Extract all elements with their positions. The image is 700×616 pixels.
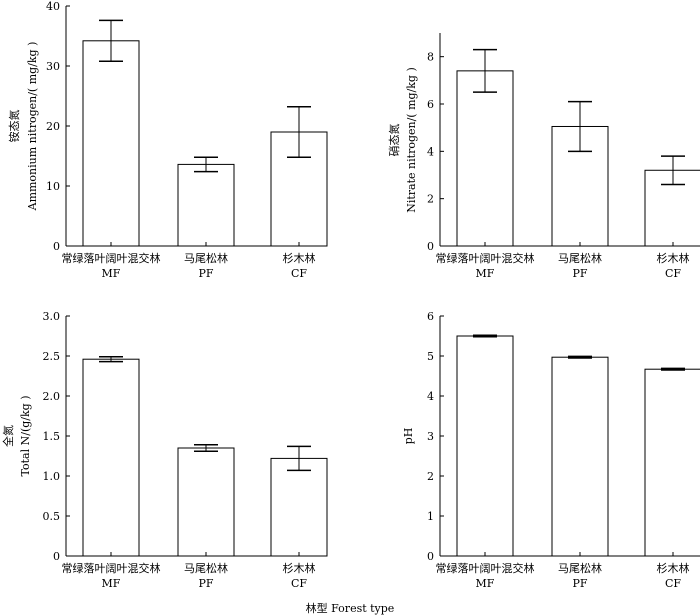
- y-tick-label: 8: [427, 51, 434, 64]
- y-tick-label: 0.5: [43, 510, 61, 523]
- category-label-zh: 杉木林: [657, 251, 690, 265]
- category-label-en: MF: [476, 577, 495, 590]
- category-label-en: CF: [291, 267, 307, 280]
- y-tick-label: 0: [427, 550, 434, 563]
- bar-cf: [270, 457, 328, 557]
- y-tick-label: 1: [427, 510, 434, 523]
- chart-panel-2: 0 2 4 6 8 常绿落叶阔叶混交林 MF 马尾松林 PF 杉木林 CF 硝态氮 Nitrate ni…: [387, 33, 700, 280]
- bar-pf: [177, 447, 235, 557]
- y-tick-label: 3.0: [43, 310, 61, 323]
- category-label-zh: 杉木林: [657, 561, 690, 575]
- category-label-en: PF: [198, 577, 213, 590]
- y-tick-label: 5: [427, 350, 434, 363]
- chart-panel-1: 0 10 20 30 40 常绿落叶阔叶混交林 MF 马尾松林 PF 杉木林 CF 铵态氮 Ammoni…: [7, 0, 328, 280]
- category-label-zh: 常绿落叶阔叶混交林: [62, 251, 161, 265]
- y-axis-label-en: Ammonium nitrogen/( mg/kg ): [26, 42, 39, 212]
- bar-mf: [456, 335, 514, 557]
- y-axis-label-zh: 全氮: [1, 425, 15, 447]
- y-tick-label: 2: [427, 193, 434, 206]
- bar-mf: [82, 40, 140, 247]
- category-label-zh: 常绿落叶阔叶混交林: [436, 251, 535, 265]
- chart-panel-3: 0 0.5 1.0 1.5 2.0 2.5 3.0 常绿落叶阔叶混交林 MF 马尾松林 PF 杉木林 C…: [1, 310, 328, 590]
- category-label-en: CF: [291, 577, 307, 590]
- y-axis-label-en: pH: [402, 428, 415, 445]
- category-label-en: CF: [665, 577, 681, 590]
- bar-mf: [456, 70, 514, 247]
- y-tick-label: 1.5: [43, 430, 61, 443]
- category-label-en: PF: [198, 267, 213, 280]
- bar-pf: [551, 356, 609, 557]
- y-tick-label: 20: [46, 120, 60, 133]
- y-tick-label: 2.5: [43, 350, 61, 363]
- y-tick-label: 6: [427, 310, 434, 323]
- y-tick-label: 4: [427, 145, 434, 158]
- bar-pf: [177, 163, 235, 247]
- y-tick-label: 0: [427, 240, 434, 253]
- x-axis-title: 林型 Forest type: [306, 601, 395, 615]
- y-tick-label: 40: [46, 0, 60, 13]
- category-label-zh: 马尾松林: [184, 561, 228, 575]
- category-label-zh: 马尾松林: [558, 561, 602, 575]
- y-tick-label: 3: [427, 430, 434, 443]
- y-axis-label-zh: 硝态氮: [387, 124, 401, 157]
- chart-panel-4: 0 1 2 3 4 5 6 常绿落叶阔叶混交林 MF 马尾松林 PF 杉木林 CF pH: [402, 310, 700, 590]
- y-tick-label: 30: [46, 60, 60, 73]
- category-label-zh: 马尾松林: [184, 251, 228, 265]
- category-label-en: PF: [572, 267, 587, 280]
- category-label-en: CF: [665, 267, 681, 280]
- category-label-en: MF: [476, 267, 495, 280]
- category-label-en: MF: [102, 577, 121, 590]
- category-label-en: MF: [102, 267, 121, 280]
- y-tick-label: 4: [427, 390, 434, 403]
- y-tick-label: 0: [53, 240, 60, 253]
- category-label-zh: 杉木林: [283, 251, 316, 265]
- category-label-zh: 杉木林: [283, 561, 316, 575]
- y-tick-label: 2.0: [43, 390, 61, 403]
- y-axis-label-en: Nitrate nitrogen/( mg/kg ): [405, 67, 418, 213]
- category-label-zh: 马尾松林: [558, 251, 602, 265]
- category-label-zh: 常绿落叶阔叶混交林: [436, 561, 535, 575]
- y-tick-label: 2: [427, 470, 434, 483]
- category-label-en: PF: [572, 577, 587, 590]
- bar-cf: [644, 368, 700, 557]
- y-tick-label: 10: [46, 180, 60, 193]
- y-tick-label: 0: [53, 550, 60, 563]
- y-tick-label: 1.0: [43, 470, 61, 483]
- y-tick-label: 6: [427, 98, 434, 111]
- y-axis-label-zh: 铵态氮: [7, 110, 21, 143]
- bar-mf: [82, 358, 140, 557]
- y-axis-label-en: Total N/(g/kg ): [19, 396, 32, 477]
- category-label-zh: 常绿落叶阔叶混交林: [62, 561, 161, 575]
